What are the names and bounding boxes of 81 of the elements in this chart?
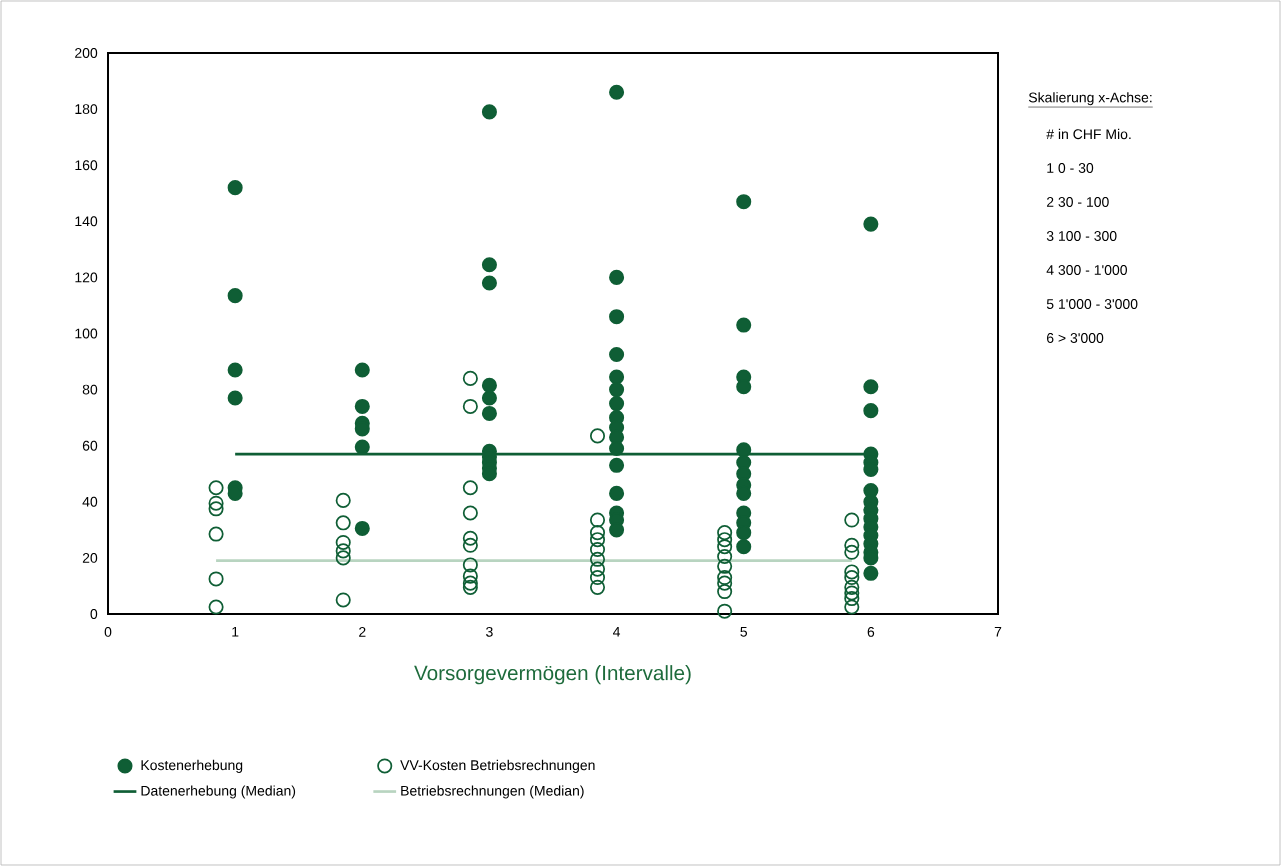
y-tick-label: 80 <box>82 384 98 395</box>
legend-label: Datenerhebung (Median) <box>141 785 296 799</box>
point <box>462 505 478 521</box>
point <box>844 537 860 553</box>
point <box>717 570 733 586</box>
point <box>208 495 224 511</box>
text: # in CHF Mio. <box>1046 128 1131 140</box>
point <box>844 579 860 595</box>
point <box>717 525 733 541</box>
text: 2 30 - 100 <box>1046 197 1109 207</box>
point <box>717 584 733 600</box>
point <box>589 428 606 444</box>
point <box>462 370 478 386</box>
point <box>335 515 351 531</box>
point <box>844 512 860 528</box>
point <box>462 480 478 496</box>
y-tick-label: 100 <box>75 328 98 339</box>
point <box>462 575 478 591</box>
point <box>717 539 733 555</box>
y-tick-label: 20 <box>82 552 98 563</box>
point <box>335 550 351 566</box>
point <box>717 548 733 565</box>
point <box>335 592 351 608</box>
x-tick-label: 2 <box>359 626 366 637</box>
y-tick-label: 0 <box>90 609 98 619</box>
x-axis-title: Vorsorgevermögen (Intervalle) <box>414 665 691 685</box>
legend-label: Kostenerhebung <box>141 759 243 773</box>
point <box>717 558 733 574</box>
point <box>844 564 860 580</box>
x-tick-label: 3 <box>486 626 493 637</box>
point <box>208 480 224 496</box>
x-tick-label: 1 <box>232 626 239 637</box>
x-tick-label: 7 <box>994 626 1002 637</box>
x-tick-label: 0 <box>104 626 112 637</box>
point <box>208 571 224 587</box>
point <box>844 585 860 601</box>
legend-label: Betriebsrechnungen (Median) <box>401 785 584 799</box>
point <box>208 526 224 542</box>
point <box>335 543 351 559</box>
point <box>717 603 733 619</box>
y-tick-label: 140 <box>75 216 98 227</box>
point <box>844 591 860 607</box>
point <box>589 532 606 548</box>
point <box>335 492 351 508</box>
point <box>208 599 224 615</box>
point <box>589 561 606 577</box>
point <box>589 525 606 541</box>
text: 4 300 - 1'000 <box>1046 265 1127 275</box>
y-tick-label: 160 <box>75 160 98 171</box>
point <box>335 534 351 551</box>
point <box>589 541 606 558</box>
point <box>589 551 606 567</box>
text: 5 1'000 - 3'000 <box>1046 299 1138 309</box>
point <box>462 537 478 553</box>
point <box>589 512 606 528</box>
y-tick-label: 40 <box>82 496 98 507</box>
x-tick-label: 6 <box>867 626 875 637</box>
point <box>462 568 478 584</box>
x-tick-label: 4 <box>613 626 621 637</box>
y-tick-label: 120 <box>75 272 98 283</box>
point <box>717 575 733 591</box>
y-tick-label: 200 <box>75 48 98 58</box>
text: 1 0 - 30 <box>1047 163 1094 173</box>
point <box>717 532 733 548</box>
point <box>462 557 478 573</box>
point <box>462 579 478 595</box>
y-tick-label: 180 <box>75 104 98 115</box>
point <box>844 570 860 586</box>
point <box>589 570 606 586</box>
point <box>462 530 478 546</box>
point <box>589 579 606 595</box>
point <box>844 599 860 615</box>
point <box>462 398 478 414</box>
point <box>844 544 860 560</box>
text: 3 100 - 300 <box>1046 231 1117 241</box>
point <box>208 501 224 517</box>
y-tick-label: 60 <box>82 440 98 451</box>
x-tick-label: 5 <box>740 626 748 637</box>
text: Skalierung x-Achse: <box>1028 92 1152 106</box>
text: 6 > 3'000 <box>1046 333 1104 343</box>
legend-label: VV-Kosten Betriebsrechnungen <box>400 759 595 773</box>
